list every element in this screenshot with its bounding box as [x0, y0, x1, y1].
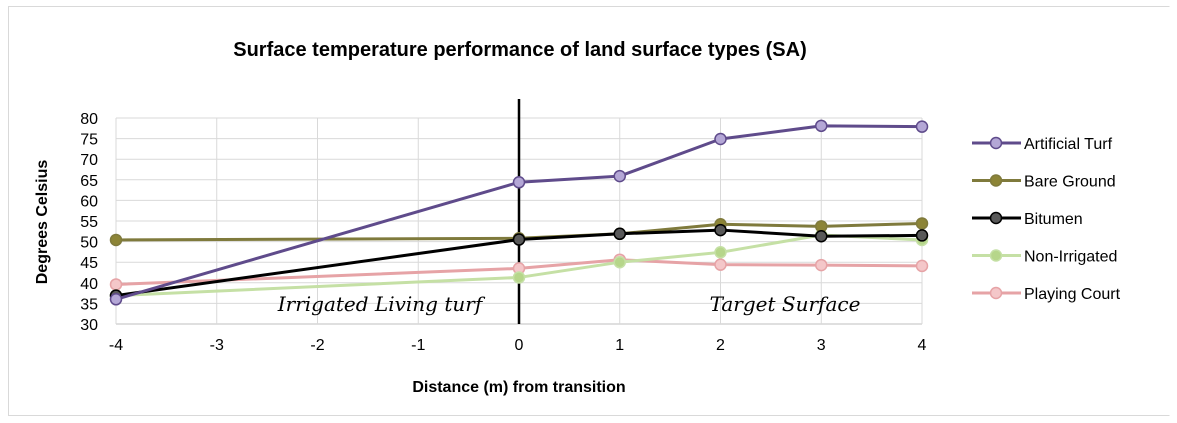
data-point: [109, 278, 123, 291]
data-point: [714, 258, 727, 271]
data-point: [613, 169, 626, 183]
legend-label: Playing Court: [1024, 286, 1121, 303]
data-point: [915, 229, 929, 242]
legend-marker: [989, 174, 1003, 187]
y-tick-label: 55: [80, 214, 98, 231]
y-tick-label: 45: [80, 255, 98, 272]
legend-marker: [989, 136, 1003, 150]
x-tick-label: -4: [109, 337, 123, 354]
data-point: [613, 255, 626, 269]
y-tick-label: 65: [80, 173, 98, 190]
x-tick-label: 2: [716, 337, 725, 354]
annotation-target: Target Surface: [710, 292, 861, 316]
legend-item: Artificial Turf: [972, 136, 1113, 153]
chart-title: Surface temperature performance of land …: [233, 39, 807, 61]
y-tick-label: 30: [80, 317, 98, 334]
series-line: [115, 124, 923, 301]
x-tick-label: 4: [918, 337, 927, 354]
x-tick-label: -1: [411, 337, 425, 354]
x-tick-label: 3: [817, 337, 826, 354]
y-tick-label: 70: [80, 152, 98, 169]
legend-label: Bare Ground: [1024, 174, 1116, 191]
series-line: [115, 258, 923, 286]
series-bitumen: [109, 223, 929, 302]
data-point: [714, 132, 727, 146]
data-point: [512, 233, 526, 246]
y-tick-label: 35: [80, 296, 98, 313]
data-point: [613, 227, 626, 241]
y-tick-label: 80: [80, 111, 98, 128]
data-point: [714, 223, 727, 237]
data-point: [512, 271, 526, 284]
legend-item: Bare Ground: [972, 174, 1116, 191]
grid: [115, 117, 923, 325]
x-axis-label: Distance (m) from transition: [412, 379, 625, 396]
legend: Artificial Turf Bare Ground Bitumen Non-Irr…: [972, 136, 1121, 303]
x-tick-label: -3: [210, 337, 224, 354]
legend-label: Non-Irrigated: [1024, 249, 1117, 266]
legend-marker: [989, 249, 1003, 262]
series-layer: [109, 119, 929, 306]
data-point: [915, 259, 929, 273]
y-tick-label: 40: [80, 276, 98, 293]
legend-item: Playing Court: [972, 286, 1121, 303]
legend-marker: [989, 286, 1003, 300]
data-point: [915, 217, 929, 230]
data-point: [109, 233, 123, 247]
series-line: [115, 228, 923, 298]
data-point: [512, 176, 526, 189]
x-tick-label: 1: [615, 337, 624, 354]
data-point: [915, 120, 929, 133]
series-line: [115, 221, 923, 242]
legend-marker: [989, 211, 1003, 225]
y-axis-label: Degrees Celsius: [34, 160, 51, 285]
legend-label: Artificial Turf: [1024, 136, 1113, 153]
y-tick-labels: 30 35 40 45 50 55 60 65 70 75 80: [80, 111, 98, 334]
y-tick-label: 60: [80, 193, 98, 210]
legend-item: Bitumen: [972, 211, 1083, 228]
y-tick-label: 50: [80, 235, 98, 252]
data-point: [109, 293, 123, 306]
x-tick-labels: -4 -3 -2 -1 0 1 2 3 4: [109, 337, 927, 354]
data-point: [815, 119, 828, 133]
data-point: [815, 258, 828, 272]
x-tick-label: 0: [515, 337, 524, 354]
y-tick-label: 75: [80, 132, 98, 149]
x-tick-label: -2: [310, 337, 324, 354]
annotation-irrigated: Irrigated Living turf: [277, 292, 486, 316]
legend-item: Non-Irrigated: [972, 249, 1117, 266]
legend-label: Bitumen: [1024, 211, 1083, 228]
series-artificial-turf: [109, 119, 929, 306]
chart-frame: [8, 6, 1170, 416]
data-point: [815, 229, 828, 243]
data-point: [714, 246, 727, 259]
